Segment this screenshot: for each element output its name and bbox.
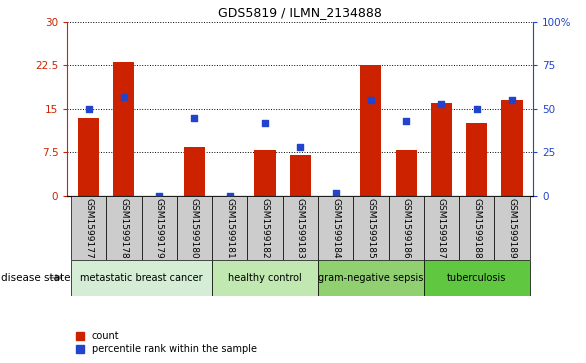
Bar (282, 196, 318, 260)
Bar (318, 260, 424, 296)
Bar (212, 260, 318, 296)
Point (331, 189, 340, 195)
Text: GSM1599180: GSM1599180 (190, 198, 199, 259)
Text: GSM1599181: GSM1599181 (225, 198, 234, 259)
Bar (318, 196, 353, 260)
Bar (424, 260, 530, 296)
Bar (353, 196, 389, 260)
Bar (396, 150, 417, 196)
Point (296, 144, 305, 150)
Bar (466, 123, 488, 196)
Point (119, 94, 128, 99)
Text: GSM1599184: GSM1599184 (331, 198, 340, 258)
Point (366, 97, 376, 103)
Text: GSM1599186: GSM1599186 (402, 198, 411, 259)
Bar (495, 196, 530, 260)
Bar (424, 196, 459, 260)
Text: GSM1599187: GSM1599187 (437, 198, 446, 259)
Point (155, 193, 164, 199)
Text: disease state: disease state (1, 273, 71, 283)
Point (190, 115, 199, 121)
Point (472, 106, 482, 112)
Title: GDS5819 / ILMN_2134888: GDS5819 / ILMN_2134888 (219, 6, 382, 19)
Bar (254, 150, 275, 196)
Text: GSM1599185: GSM1599185 (366, 198, 376, 259)
Bar (78, 118, 99, 196)
Point (401, 118, 411, 124)
Text: gram-negative sepsis: gram-negative sepsis (318, 273, 424, 283)
Bar (389, 196, 424, 260)
Text: tuberculosis: tuberculosis (447, 273, 506, 283)
Text: GSM1599183: GSM1599183 (296, 198, 305, 259)
Point (437, 101, 446, 107)
Bar (360, 65, 381, 196)
Text: GSM1599178: GSM1599178 (120, 198, 128, 259)
Bar (459, 196, 495, 260)
Bar (212, 196, 247, 260)
Bar (71, 260, 212, 296)
Text: GSM1599182: GSM1599182 (261, 198, 270, 258)
Bar (289, 155, 311, 196)
Bar (141, 196, 177, 260)
Point (507, 97, 517, 103)
Bar (71, 196, 106, 260)
Point (225, 193, 234, 199)
Text: healthy control: healthy control (228, 273, 302, 283)
Text: GSM1599177: GSM1599177 (84, 198, 93, 259)
Bar (184, 147, 205, 196)
Text: GSM1599188: GSM1599188 (472, 198, 481, 259)
Text: metastatic breast cancer: metastatic breast cancer (80, 273, 203, 283)
Point (260, 120, 270, 126)
Bar (502, 100, 523, 196)
Bar (177, 196, 212, 260)
Text: GSM1599189: GSM1599189 (507, 198, 517, 259)
Text: GSM1599179: GSM1599179 (155, 198, 163, 259)
Bar (106, 196, 141, 260)
Bar (431, 103, 452, 196)
Bar (247, 196, 282, 260)
Bar (113, 62, 134, 196)
Legend: count, percentile rank within the sample: count, percentile rank within the sample (72, 327, 261, 358)
Point (84, 106, 93, 112)
